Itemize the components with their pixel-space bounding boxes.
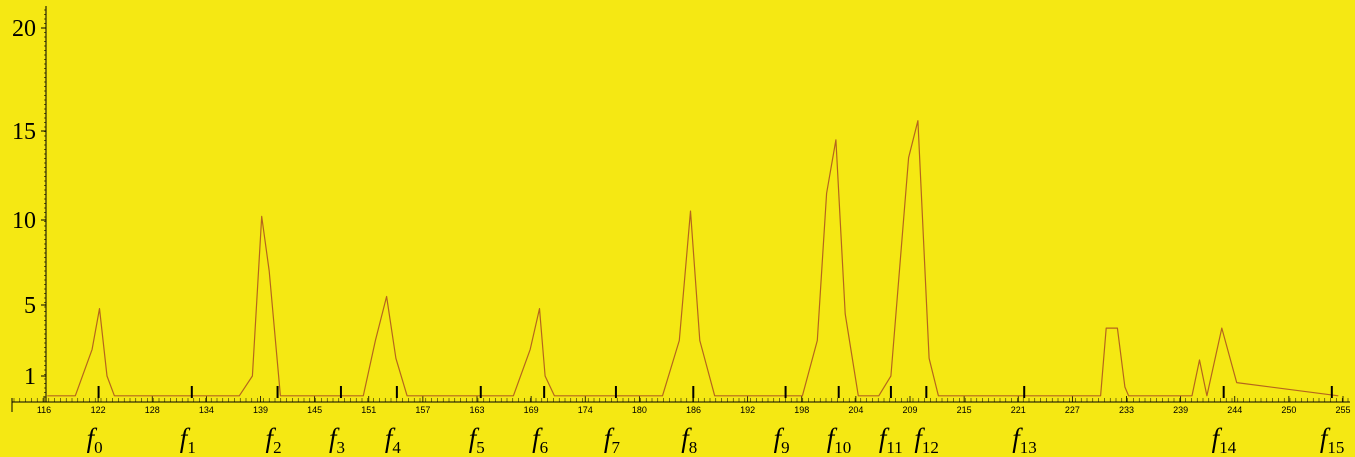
x-tick-label: 134 xyxy=(199,405,214,415)
x-tick-label: 204 xyxy=(848,405,863,415)
x-tick-label: 122 xyxy=(91,405,106,415)
series-layer xyxy=(47,120,1339,397)
y-tick-label: 1 xyxy=(24,364,36,390)
x-tick-label: 128 xyxy=(145,405,160,415)
x-tick-label: 198 xyxy=(794,405,809,415)
x-tick-label: 174 xyxy=(578,405,593,415)
x-tick-label: 255 xyxy=(1335,405,1350,415)
x-tick-label: 157 xyxy=(415,405,430,415)
x-tick-label: 233 xyxy=(1119,405,1134,415)
y-tick-label: 10 xyxy=(12,208,36,234)
y-tick-label: 5 xyxy=(24,293,36,319)
x-tick-labels: 116 122 128 134 139 145 151 157 163 169 174 180 186 1… xyxy=(11,396,1351,415)
x-tick-label: 186 xyxy=(686,405,701,415)
y-minor-ticks xyxy=(44,9,46,398)
x-tick-label: 215 xyxy=(957,405,972,415)
x-tick-label: 227 xyxy=(1065,405,1080,415)
x-tick-label: 244 xyxy=(1227,405,1242,415)
x-tick-label: 139 xyxy=(253,405,268,415)
x-tick-label: 180 xyxy=(632,405,647,415)
y-tick-label: 20 xyxy=(12,16,36,42)
x-tick-label: 163 xyxy=(469,405,484,415)
x-tick-label: 192 xyxy=(740,405,755,415)
x-minor-ticks xyxy=(13,398,1349,402)
y-tick-label: 15 xyxy=(12,119,36,145)
x-tick-label: 169 xyxy=(524,405,539,415)
x-tick-label: 239 xyxy=(1173,405,1188,415)
x-tick-label: 250 xyxy=(1281,405,1296,415)
x-tick-label: 145 xyxy=(307,405,322,415)
x-tick-label: 151 xyxy=(361,405,376,415)
x-tick-label: 221 xyxy=(1011,405,1026,415)
x-tick-label: 209 xyxy=(902,405,917,415)
series-line xyxy=(47,120,1339,397)
x-tick-label: 116 xyxy=(37,405,51,415)
